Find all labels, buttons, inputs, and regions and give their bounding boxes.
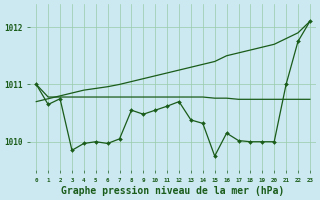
X-axis label: Graphe pression niveau de la mer (hPa): Graphe pression niveau de la mer (hPa) <box>61 186 285 196</box>
